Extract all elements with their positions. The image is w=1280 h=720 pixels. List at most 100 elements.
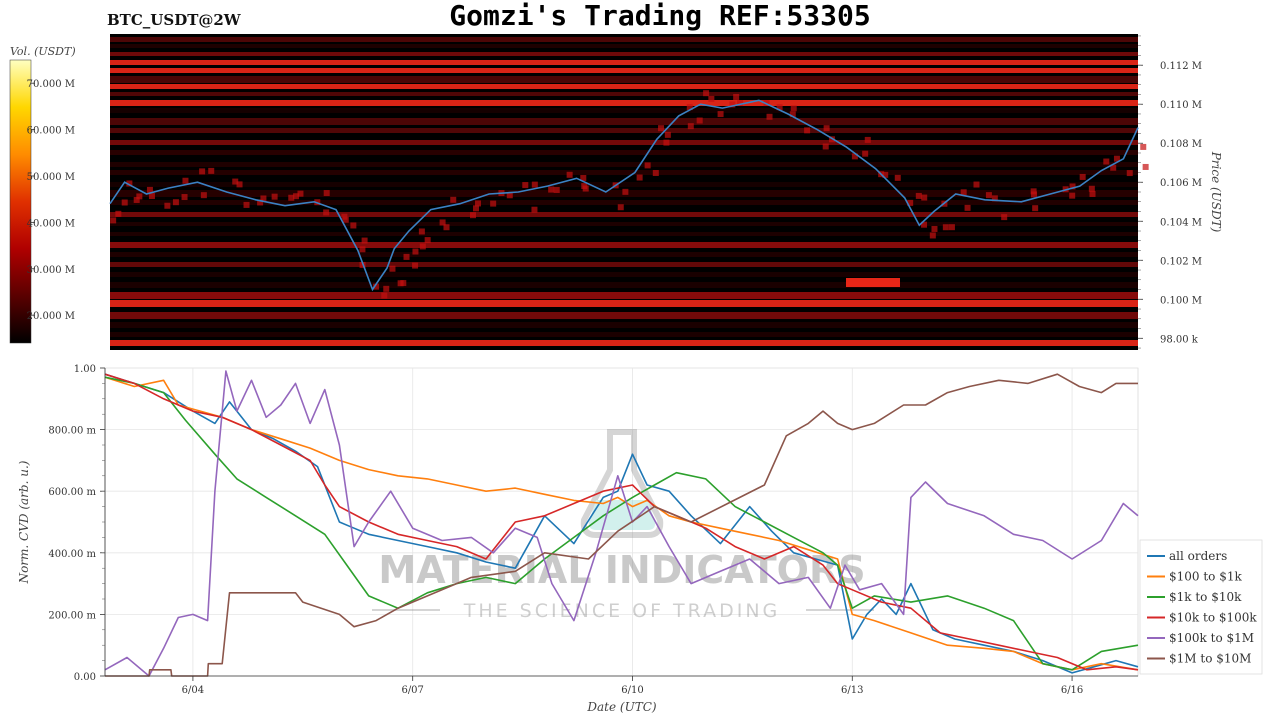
liquidity-band [110,128,1138,133]
liquidity-cell [1069,192,1076,199]
liquidity-cell [717,111,724,118]
colorbar-tick-label: 60.000 M [27,126,75,137]
liquidity-cell [350,222,357,229]
y-tick-label: 600.00 m [48,487,96,498]
liquidity-band [110,100,1138,106]
liquidity-band [110,140,1138,145]
cvd-plot-area [104,367,1139,677]
liquidity-cell [991,195,998,202]
liquidity-cell [696,117,703,124]
liquidity-cell [373,283,380,290]
y-tick-label: 200.00 m [48,610,96,621]
liquidity-band [110,170,1138,175]
liquidity-band [110,92,1138,96]
liquidity-cell [1089,190,1096,197]
y-tick-label: 800.00 m [48,426,96,437]
liquidity-cell [474,200,481,207]
legend: all orders $100 to $1k $1k to $10k $10k to … [1139,539,1263,675]
liquidity-band [110,272,1138,277]
liquidity-cell [687,123,694,130]
x-tick-label: 6/16 [1061,685,1083,696]
liquidity-cell [1030,188,1037,195]
liquidity-cell [915,192,922,199]
y-tick-label: 1.00 [74,364,96,375]
liquidity-cell [115,210,122,217]
liquidity-cell [293,193,300,200]
liquidity-cell [737,100,744,107]
liquidity-band [110,84,1138,89]
legend-label: $100 to $1k [1169,570,1242,584]
liquidity-cell [789,111,796,118]
price-tick-label: 0.106 M [1160,178,1202,189]
liquidity-cell [636,174,643,181]
liquidity-cell [419,243,426,250]
series-line [104,376,1139,671]
liquidity-cell [439,219,446,226]
liquidity-cell [257,199,264,206]
liquidity-cell [664,131,671,138]
liquidity-cell [531,206,538,213]
liquidity-cell [1142,163,1149,170]
liquidity-cell [566,171,573,178]
liquidity-band [110,76,1138,83]
liquidity-cell [200,192,207,199]
liquidity-cell [381,292,388,299]
liquidity-cell [490,200,497,207]
liquidity-cell [133,196,140,203]
liquidity-band [110,60,1138,65]
legend-label: $1k to $10k [1169,590,1242,604]
liquidity-cell [804,127,811,134]
liquidity-cell [894,174,901,181]
liquidity-cell [622,188,629,195]
liquidity-cell [450,196,457,203]
price-tick-label: 0.104 M [1160,217,1202,228]
liquidity-band [110,150,1138,155]
liquidity-cell [729,101,736,108]
colorbar-tick-label: 50.000 M [27,172,75,183]
liquidity-cell [733,93,740,100]
cvd-x-axis-label: Date (UTC) [586,700,656,714]
liquidity-cell [136,193,143,200]
liquidity-cell [181,194,188,201]
liquidity-band [110,292,1138,299]
legend-label: $10k to $100k [1169,611,1257,625]
liquidity-cell [1069,183,1076,190]
liquidity-cell [199,168,206,175]
liquidity-cell [403,253,410,260]
flask-liquid-icon [588,500,656,530]
liquidity-cell [708,95,715,102]
y-tick-label: 400.00 m [48,549,96,560]
liquidity-cell [985,192,992,199]
liquidity-cell [663,139,670,146]
liquidity-band [110,200,1138,205]
cvd-panel: MATERIAL INDICATORS THE SCIENCE OF TRADI… [17,364,1139,714]
series-line [104,373,1139,671]
liquidity-cell [121,199,128,206]
legend-box [1139,539,1263,675]
liquidity-band [110,162,1138,167]
colorbar-tick-label: 70.000 M [27,79,75,90]
colorbar-tick-label: 30.000 M [27,265,75,276]
liquidity-cell [851,153,858,160]
liquidity-cell [686,104,693,111]
liquidity-cell [208,167,215,174]
liquidity-cell [323,190,330,197]
liquidity-band [110,52,1138,56]
colorbar-tick-label: 20.000 M [27,311,75,322]
liquidity-cell [506,192,513,199]
liquidity-cell [522,182,529,189]
series-line [104,376,1139,671]
legend-label: all orders [1169,549,1227,563]
liquidity-band [110,44,1138,48]
liquidity-cell [548,186,555,193]
watermark-brand: MATERIAL INDICATORS [378,548,865,592]
liquidity-cell [424,237,431,244]
liquidity-band [110,262,1138,267]
liquidity-cell [948,224,955,231]
liquidity-cell [1103,158,1110,165]
y-tick-label: 0.00 [74,672,96,683]
liquidity-cell [126,180,133,187]
colorbar-gradient [9,59,32,344]
liquidity-cell [148,193,155,200]
liquidity-cell [658,125,665,132]
